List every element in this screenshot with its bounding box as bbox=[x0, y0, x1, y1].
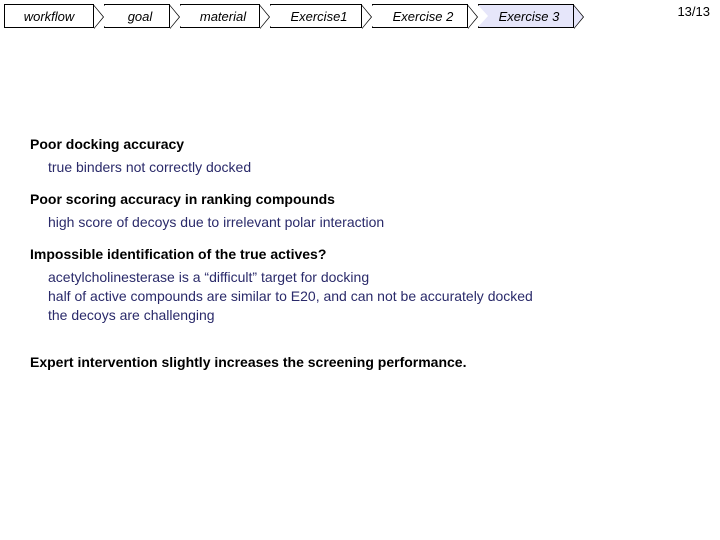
breadcrumb-label: workflow bbox=[24, 9, 75, 24]
breadcrumb-item-material[interactable]: material bbox=[180, 4, 260, 28]
section-heading: Expert intervention slightly increases t… bbox=[30, 354, 690, 370]
section-line: high score of decoys due to irrelevant p… bbox=[48, 213, 690, 232]
breadcrumb-bar: workflow goal material Exercise1 Exercise 2 E… bbox=[0, 0, 720, 32]
page-counter: 13/13 bbox=[677, 4, 710, 19]
breadcrumb-item-goal[interactable]: goal bbox=[104, 4, 170, 28]
breadcrumb-label: material bbox=[200, 9, 246, 24]
breadcrumb-label: Exercise 3 bbox=[499, 9, 560, 24]
breadcrumb-item-workflow[interactable]: workflow bbox=[4, 4, 94, 28]
section-line: true binders not correctly docked bbox=[48, 158, 690, 177]
breadcrumb-item-exercise-3[interactable]: Exercise 3 bbox=[478, 4, 574, 28]
section-line: acetylcholinesterase is a “difficult” ta… bbox=[48, 268, 690, 287]
slide-content: Poor docking accuracy true binders not co… bbox=[0, 32, 720, 370]
breadcrumb: workflow goal material Exercise1 Exercise 2 E… bbox=[0, 0, 584, 32]
breadcrumb-item-exercise1[interactable]: Exercise1 bbox=[270, 4, 362, 28]
section-heading: Poor docking accuracy bbox=[30, 136, 690, 152]
section-line: the decoys are challenging bbox=[48, 306, 690, 325]
section-line: half of active compounds are similar to … bbox=[48, 287, 690, 306]
breadcrumb-label: Exercise 2 bbox=[393, 9, 454, 24]
breadcrumb-label: Exercise1 bbox=[290, 9, 347, 24]
breadcrumb-label: goal bbox=[128, 9, 153, 24]
section-heading: Poor scoring accuracy in ranking compoun… bbox=[30, 191, 690, 207]
breadcrumb-item-exercise-2[interactable]: Exercise 2 bbox=[372, 4, 468, 28]
section-heading: Impossible identification of the true ac… bbox=[30, 246, 690, 262]
